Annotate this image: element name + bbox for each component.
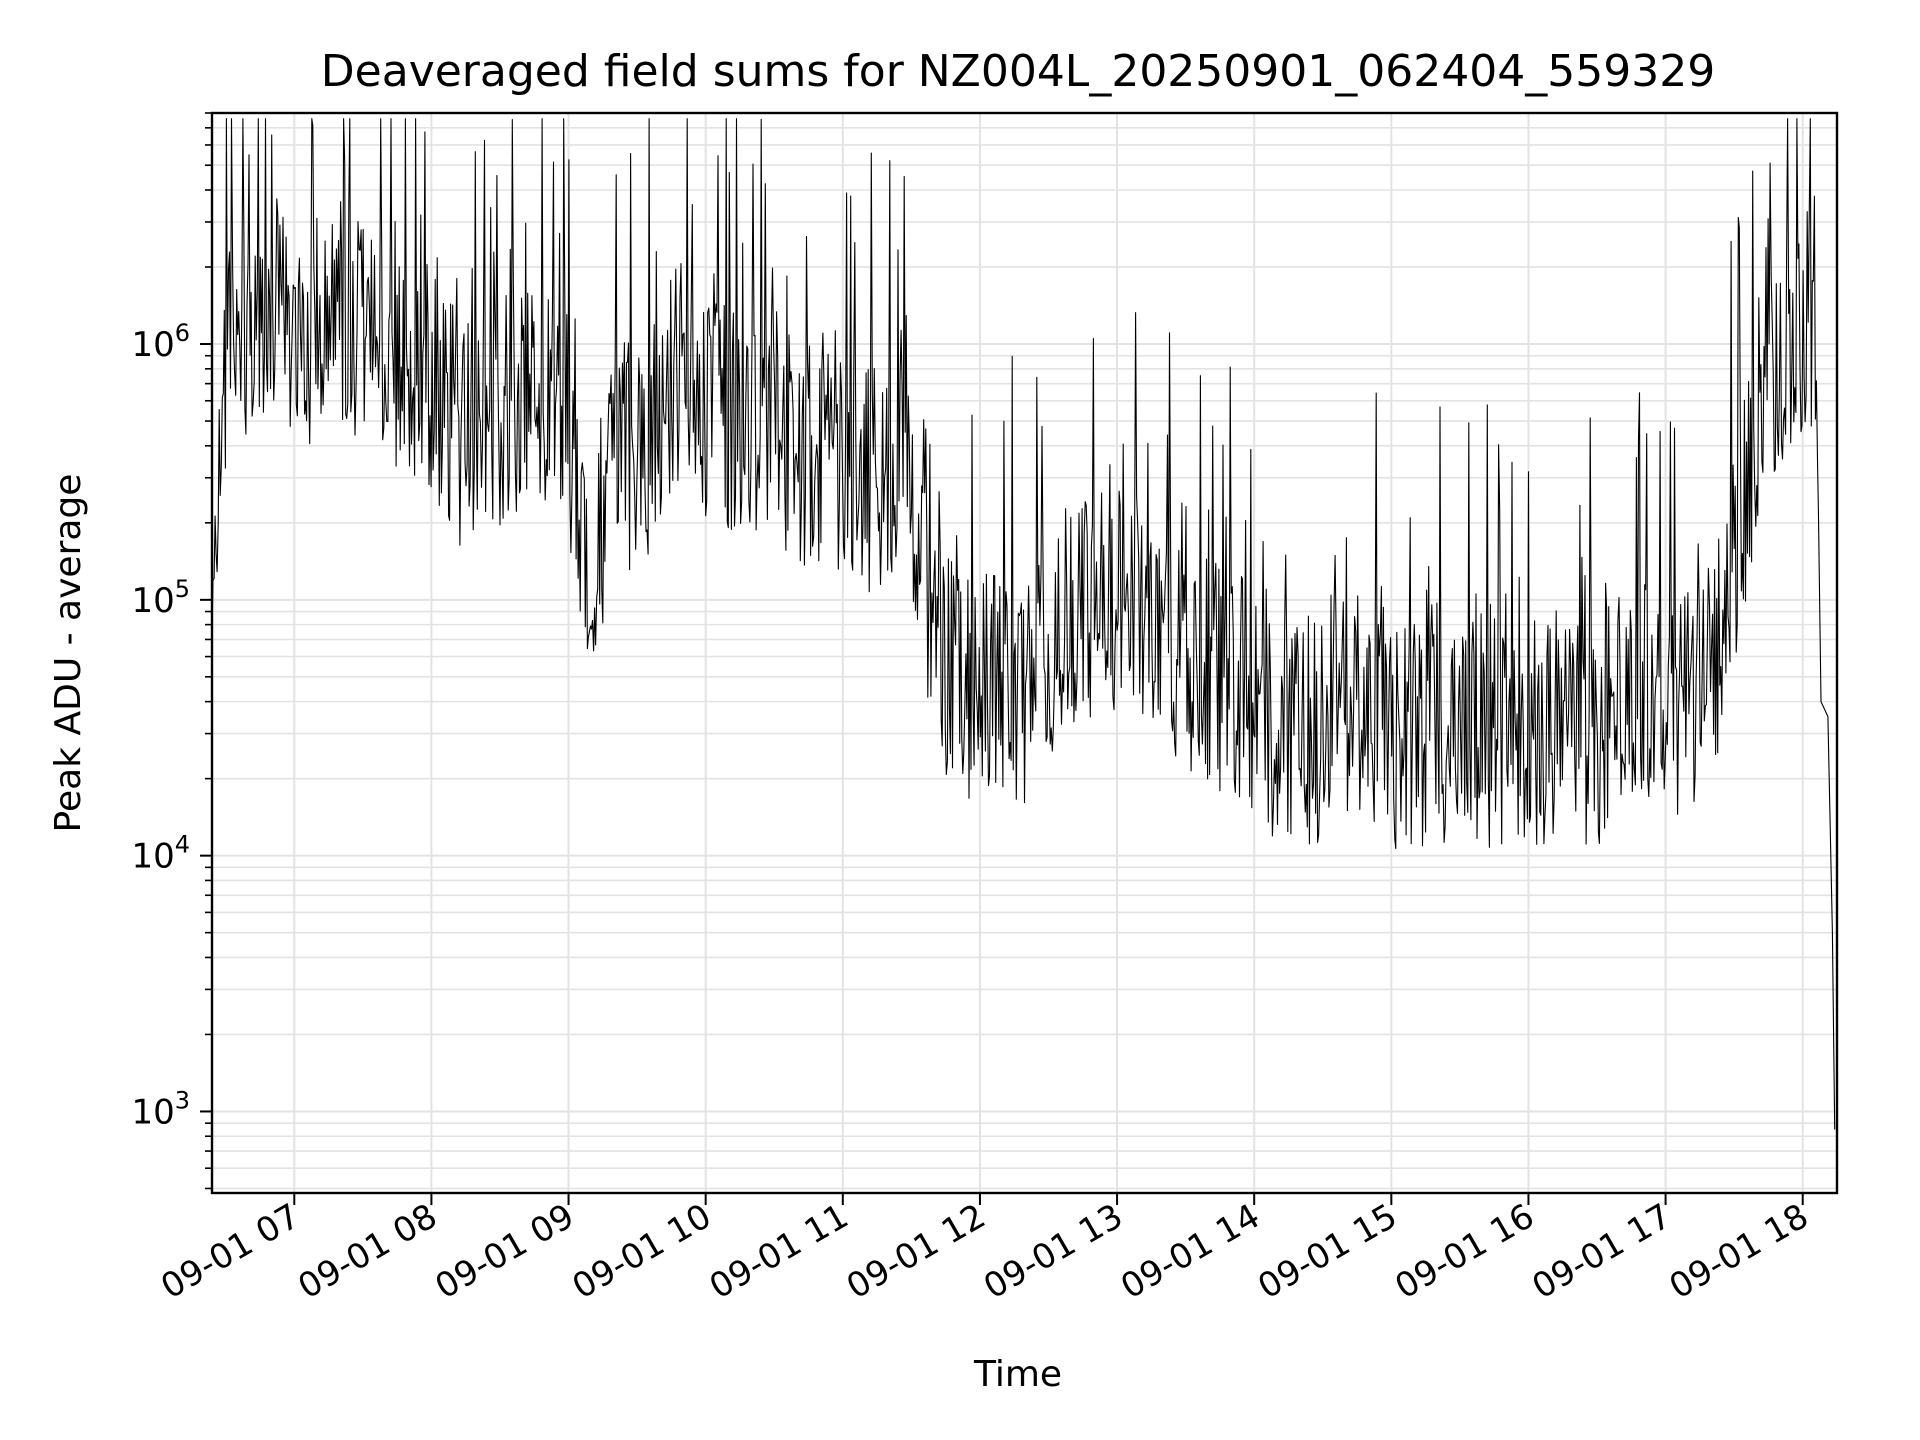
series-line — [211, 118, 1836, 1130]
chart-title: Deaveraged field sums for NZ004L_2025090… — [321, 46, 1715, 97]
plot-area — [211, 118, 1836, 1130]
y-axis-label: Peak ADU - average — [48, 474, 89, 833]
x-axis-label: Time — [973, 1354, 1062, 1395]
plot-frame — [210, 111, 1839, 1195]
